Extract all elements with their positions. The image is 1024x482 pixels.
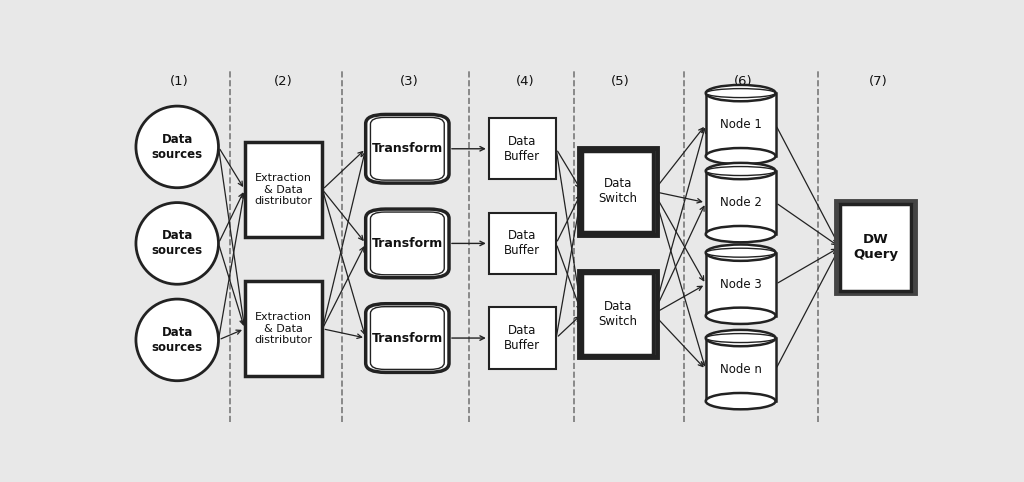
Ellipse shape xyxy=(706,308,775,324)
Text: (5): (5) xyxy=(610,75,630,88)
Text: Data
Buffer: Data Buffer xyxy=(505,135,541,163)
Ellipse shape xyxy=(706,85,775,101)
Text: Node 1: Node 1 xyxy=(720,118,762,131)
Bar xyxy=(582,150,653,232)
Bar xyxy=(245,281,323,376)
Text: Node 2: Node 2 xyxy=(720,196,762,209)
Bar xyxy=(488,118,556,179)
Text: Node 3: Node 3 xyxy=(720,278,762,291)
Ellipse shape xyxy=(136,202,218,284)
Bar xyxy=(706,253,775,316)
Ellipse shape xyxy=(706,330,775,346)
Ellipse shape xyxy=(136,299,218,381)
Ellipse shape xyxy=(706,163,775,179)
Text: Data
sources: Data sources xyxy=(152,326,203,354)
Text: (4): (4) xyxy=(515,75,535,88)
Text: Data
Buffer: Data Buffer xyxy=(505,324,541,352)
Text: Extraction
& Data
distributor: Extraction & Data distributor xyxy=(255,173,312,206)
Bar xyxy=(488,213,556,274)
Ellipse shape xyxy=(706,244,775,261)
Bar xyxy=(579,148,656,235)
FancyBboxPatch shape xyxy=(366,114,449,183)
Text: Transform: Transform xyxy=(372,237,443,250)
Text: Transform: Transform xyxy=(372,332,443,345)
Text: (6): (6) xyxy=(734,75,753,88)
Text: (3): (3) xyxy=(400,75,419,88)
Bar xyxy=(836,201,915,294)
Bar xyxy=(706,93,775,156)
Text: Data
sources: Data sources xyxy=(152,133,203,161)
Text: (1): (1) xyxy=(170,75,189,88)
Text: Data
Switch: Data Switch xyxy=(598,177,637,205)
Bar xyxy=(840,203,911,291)
Text: Transform: Transform xyxy=(372,142,443,155)
Text: Extraction
& Data
distributor: Extraction & Data distributor xyxy=(255,312,312,346)
Text: Node n: Node n xyxy=(720,363,762,376)
Text: Data
Switch: Data Switch xyxy=(598,300,637,328)
Bar xyxy=(245,142,323,237)
Text: Data
Buffer: Data Buffer xyxy=(505,229,541,257)
Bar xyxy=(582,273,653,355)
FancyBboxPatch shape xyxy=(366,209,449,278)
Bar xyxy=(579,271,656,357)
Text: DW
Query: DW Query xyxy=(853,233,898,261)
Text: Data
sources: Data sources xyxy=(152,229,203,257)
Ellipse shape xyxy=(706,148,775,164)
Bar xyxy=(706,171,775,234)
Ellipse shape xyxy=(706,226,775,242)
Bar xyxy=(706,338,775,401)
Text: (2): (2) xyxy=(273,75,292,88)
Bar xyxy=(488,308,556,369)
Ellipse shape xyxy=(706,393,775,409)
Ellipse shape xyxy=(136,106,218,187)
Text: (7): (7) xyxy=(868,75,888,88)
FancyBboxPatch shape xyxy=(366,304,449,373)
